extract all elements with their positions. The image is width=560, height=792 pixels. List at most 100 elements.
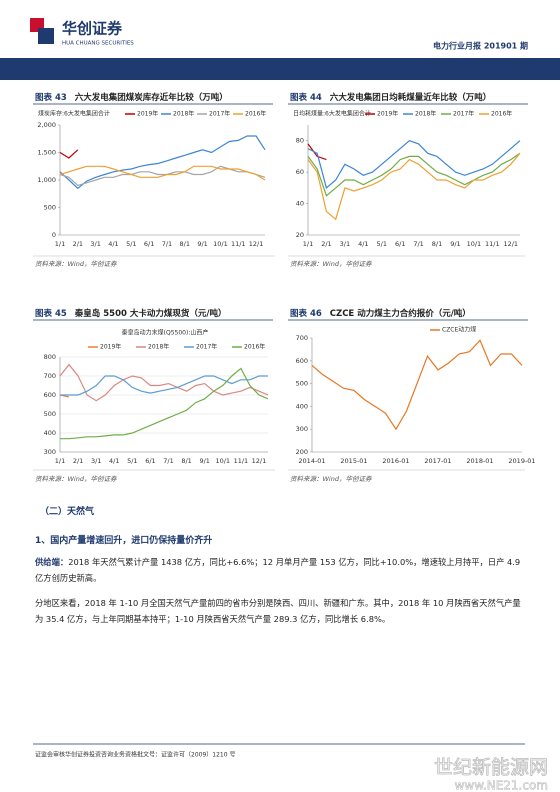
figure-label: 图表 45 xyxy=(35,308,67,319)
x-tick-label: 2018-01 xyxy=(466,457,493,465)
x-tick-label: 5/1 xyxy=(377,240,387,248)
section-heading: （二）天然气 xyxy=(40,507,95,517)
watermark: 世纪新能源网 xyxy=(434,757,548,779)
series-line xyxy=(60,375,268,396)
x-tick-label: 2017-01 xyxy=(424,457,451,465)
series-line xyxy=(307,143,327,161)
x-tick-label: 11/1 xyxy=(234,457,249,465)
company: 华创证券 xyxy=(62,20,123,38)
y-tick-label: 1,000 xyxy=(37,176,56,184)
y-tick-label: 80 xyxy=(296,137,304,145)
chart-subtitle: 秦皇岛动力末煤(Q5500):山西产 xyxy=(122,329,209,337)
y-tick-label: 300 xyxy=(44,448,56,456)
subheading: 1、国内产量增速回升，进口仍保持量价齐升 xyxy=(35,536,213,546)
source: 资料来源：Wind，华创证券 xyxy=(290,475,372,483)
y-tick-label: 600 xyxy=(44,391,56,399)
y-tick-label: 700 xyxy=(44,372,56,380)
series-line xyxy=(307,140,521,189)
x-tick-label: 6/1 xyxy=(144,240,154,248)
x-tick-label: 8/1 xyxy=(180,240,190,248)
x-tick-label: 9/1 xyxy=(197,240,207,248)
x-tick-label: 10/1 xyxy=(215,457,230,465)
paragraph: 分地区来看，2018 年 1-10 月全国天然气产量前四的省市分别是陕西、四川、… xyxy=(35,598,521,624)
x-tick-label: 12/1 xyxy=(249,240,264,248)
x-tick-label: 4/1 xyxy=(358,240,368,248)
series-line xyxy=(59,165,266,181)
x-tick-label: 6/1 xyxy=(395,240,405,248)
x-tick-label: 11/1 xyxy=(485,240,500,248)
legend-label: 2018年 xyxy=(148,343,169,351)
logo xyxy=(38,28,54,44)
x-tick-label: 11/1 xyxy=(231,240,246,248)
figure-label: 图表 44 xyxy=(290,92,322,103)
series-line xyxy=(311,339,523,431)
source: 资料来源：Wind，华创证券 xyxy=(35,260,117,268)
y-tick-label: 500 xyxy=(44,204,56,212)
legend-label: 2019年 xyxy=(137,110,158,118)
legend-label: 2018年 xyxy=(415,110,436,118)
figure-title: 秦皇岛 5500 大卡动力煤现货（元/吨） xyxy=(74,308,227,319)
y-tick-label: 800 xyxy=(44,353,56,361)
legend-label: 2016年 xyxy=(244,343,265,351)
x-tick-label: 12/1 xyxy=(503,240,518,248)
legend-label: 2017年 xyxy=(453,110,474,118)
chart-title: 图表 44 六大发电集团日均耗煤量近年比较（万吨） xyxy=(290,92,491,103)
x-tick-label: 7/1 xyxy=(163,457,173,465)
y-tick-label: 500 xyxy=(296,380,308,388)
x-tick-label: 4/1 xyxy=(109,457,119,465)
x-tick-label: 9/1 xyxy=(450,240,460,248)
series-line xyxy=(307,152,521,197)
x-tick-label: 3/1 xyxy=(340,240,350,248)
x-tick-label: 2/1 xyxy=(73,240,83,248)
y-tick-label: 60 xyxy=(296,168,304,176)
legend-label: CZCE动力煤 xyxy=(442,326,476,334)
x-tick-label: 7/1 xyxy=(413,240,423,248)
lead: 供给端： xyxy=(35,557,69,567)
x-tick-label: 9/1 xyxy=(199,457,209,465)
legend-label: 2016年 xyxy=(245,110,266,118)
y-tick-label: 400 xyxy=(44,429,56,437)
chart-subtitle: 煤炭库存:6大发电集团合计 xyxy=(38,110,110,118)
x-tick-label: 2014-01 xyxy=(298,457,325,465)
y-tick-label: 700 xyxy=(296,334,308,342)
x-tick-label: 2/1 xyxy=(321,240,331,248)
company-en: HUA CHUANG SECURITIES xyxy=(62,41,134,47)
x-tick-label: 6/1 xyxy=(145,457,155,465)
x-tick-label: 2015-01 xyxy=(340,457,367,465)
header-band xyxy=(0,58,560,80)
series-line xyxy=(60,367,269,440)
text: 2018 年天然气累计产量 1438 亿方，同比+6.6%；12 月单月产量 1… xyxy=(35,557,521,583)
figure-title: CZCE 动力煤主力合约报价（元/吨） xyxy=(330,308,471,319)
x-tick-label: 1/1 xyxy=(55,240,65,248)
y-tick-label: 1,500 xyxy=(37,149,56,157)
x-tick-label: 8/1 xyxy=(181,457,191,465)
paragraph: 供给端：2018 年天然气累计产量 1438 亿方，同比+6.6%；12 月单月… xyxy=(35,554,527,586)
y-tick-label: 300 xyxy=(296,425,308,433)
x-tick-label: 2016-01 xyxy=(382,457,409,465)
y-tick-label: 200 xyxy=(296,448,308,456)
legend-label: 2019年 xyxy=(377,110,398,118)
footer: 证监会审核华创证券投资咨询业务资格批文号：证监许可（2009）1210 号 xyxy=(35,751,235,759)
y-tick-label: 2,000 xyxy=(37,121,56,129)
x-tick-label: 7/1 xyxy=(162,240,172,248)
report-name: 电力行业月报 201901 期 xyxy=(433,41,528,51)
y-tick-label: 20 xyxy=(296,231,304,239)
series-line xyxy=(59,135,266,190)
chart-title: 图表 45 秦皇岛 5500 大卡动力煤现货（元/吨） xyxy=(35,308,226,319)
series-line xyxy=(307,152,521,221)
legend-label: 2017年 xyxy=(209,110,230,118)
series-line xyxy=(59,363,269,402)
x-tick-label: 8/1 xyxy=(432,240,442,248)
x-tick-label: 5/1 xyxy=(126,240,136,248)
figure-title: 六大发电集团煤炭库存近年比较（万吨） xyxy=(75,92,228,103)
source: 资料来源：Wind，华创证券 xyxy=(290,260,372,268)
source: 资料来源：Wind，华创证券 xyxy=(35,475,117,483)
x-tick-label: 10/1 xyxy=(467,240,482,248)
x-tick-label: 10/1 xyxy=(213,240,228,248)
y-tick-label: 600 xyxy=(296,357,308,365)
figure-title: 六大发电集团日均耗煤量近年比较（万吨） xyxy=(330,92,492,103)
y-tick-label: 400 xyxy=(296,402,308,410)
y-tick-label: 0 xyxy=(52,231,56,239)
